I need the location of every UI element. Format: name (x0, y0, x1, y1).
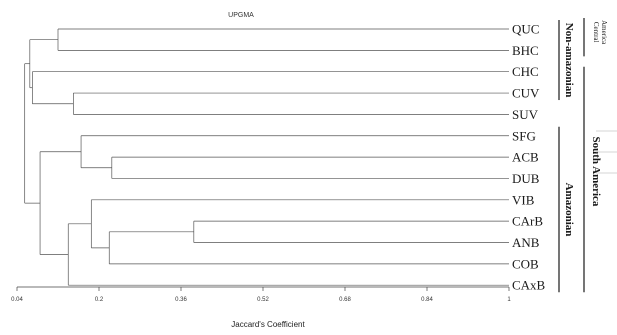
x-axis-label: Jaccard's Coefficient (231, 320, 305, 329)
south-america-label: South America (590, 136, 602, 206)
x-tick-label: 0.52 (257, 297, 269, 303)
central-america-label: Central (592, 22, 600, 43)
leaf-label-chc: CHC (512, 64, 539, 79)
x-tick-label: 0.36 (175, 297, 187, 303)
leaf-label-cuv: CUV (512, 86, 540, 101)
dendrogram-branches (24, 28, 509, 286)
x-tick-label: 0.04 (11, 297, 23, 303)
leaf-label-cob: COB (512, 256, 539, 271)
central-america-label: America (600, 20, 608, 45)
leaf-label-acb: ACB (512, 150, 539, 165)
non-amazonian-label: Non-amazonian (563, 23, 575, 98)
leaf-labels: QUC BHC CHC CUV SUV SFG ACB DUB VIB CArB ANB COB CAx… (512, 22, 546, 293)
x-tick-label: 0.2 (95, 297, 104, 303)
leaf-label-carb: CArB (512, 214, 543, 229)
x-tick-label: 0.68 (339, 297, 351, 303)
leaf-label-bhc: BHC (512, 43, 539, 58)
amazonian-label: Amazonian (563, 183, 575, 237)
x-axis: 0.04 0.2 0.36 0.52 0.68 0.84 1 (11, 286, 511, 303)
leaf-label-anb: ANB (512, 235, 540, 250)
leaf-label-sfg: SFG (512, 128, 536, 143)
leaf-label-suv: SUV (512, 107, 539, 122)
leaf-label-vib: VIB (512, 192, 535, 207)
leaf-label-dub: DUB (512, 171, 540, 186)
group-brackets: Non-amazonian Amazonian Central America Sout… (558, 18, 617, 293)
x-tick-label: 0.84 (421, 297, 433, 303)
chart-title: UPGMA (228, 12, 254, 19)
leaf-label-quc: QUC (512, 22, 539, 37)
x-tick-label: 1 (507, 297, 511, 303)
leaf-label-caxb: CAxB (512, 278, 546, 293)
